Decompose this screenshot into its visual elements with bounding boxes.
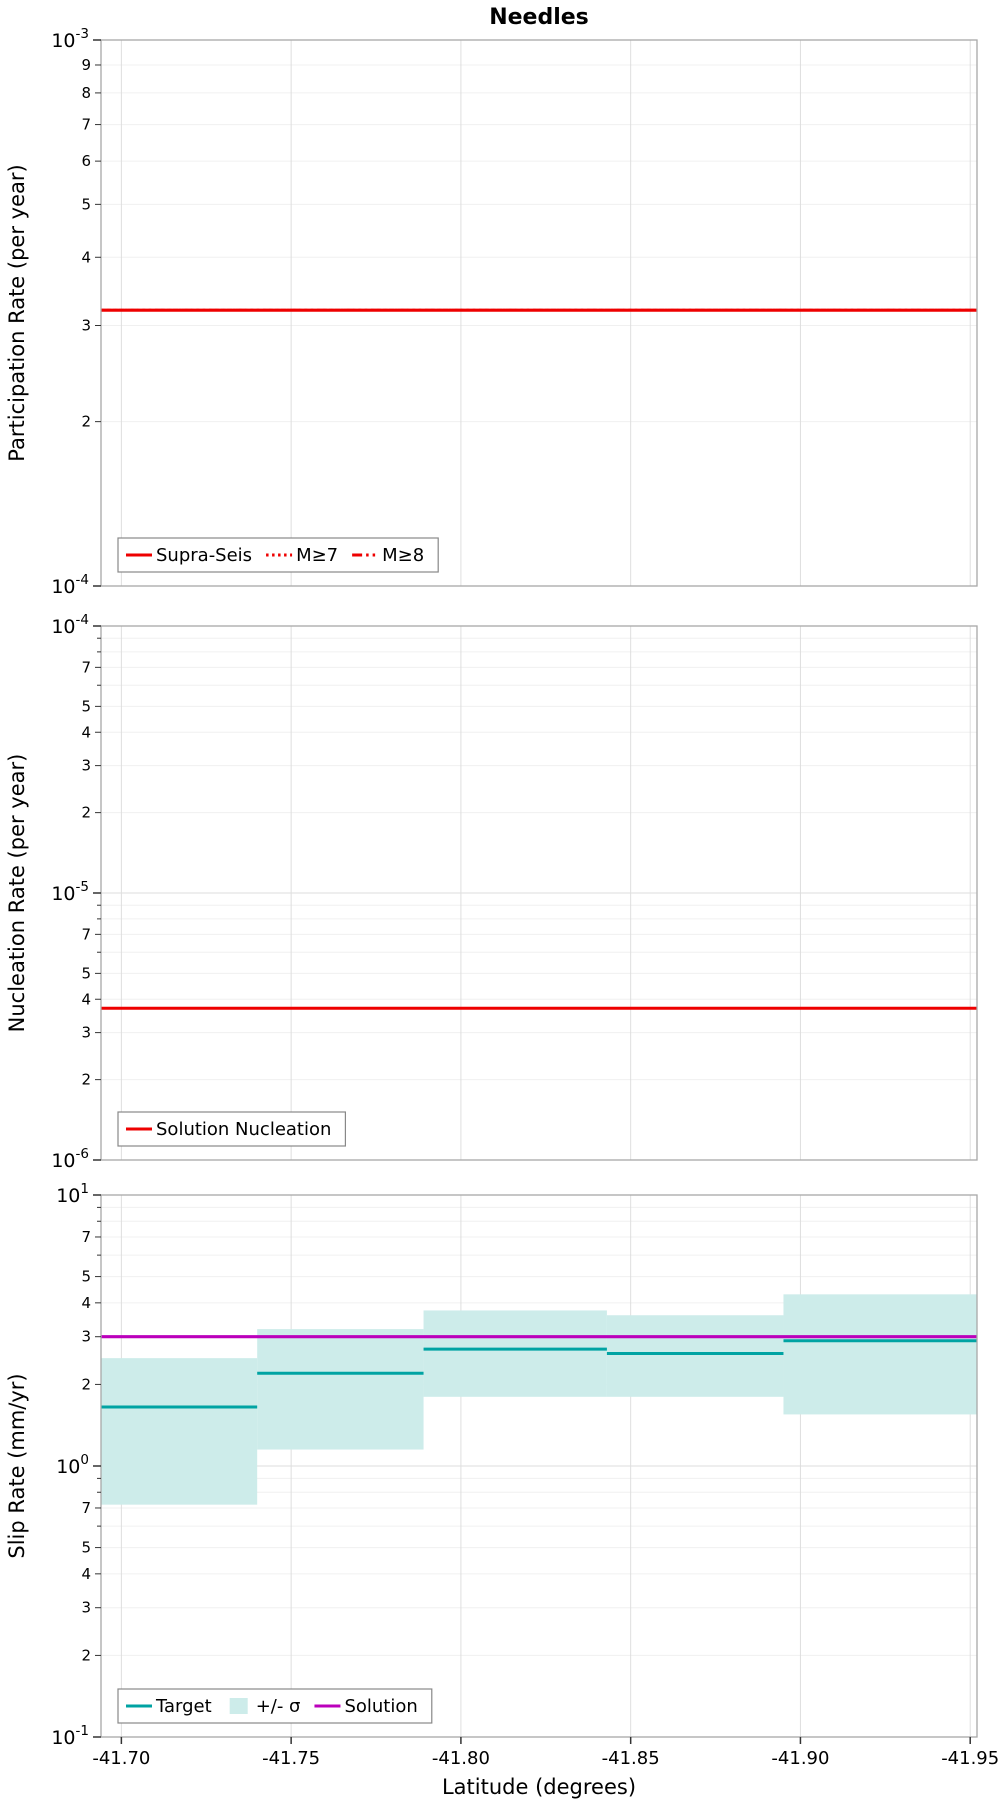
x-tick-label: -41.95 bbox=[941, 1748, 999, 1769]
y-minor-label: 5 bbox=[81, 195, 91, 213]
nucleation-rate-panel: 10-6 10-5 10-4 2 3 4 5 7 2 3 4 5 7 Nucleation Rate (p… bbox=[5, 612, 978, 1172]
y-minor-label: 4 bbox=[81, 1294, 91, 1312]
legend-label-solution-nucleation: Solution Nucleation bbox=[156, 1119, 331, 1140]
y-minor-label: 7 bbox=[81, 116, 91, 134]
plot-frame bbox=[100, 39, 978, 587]
y-axis-title: Participation Rate (per year) bbox=[5, 164, 29, 461]
legend: Solution Nucleation bbox=[117, 1111, 347, 1147]
y-decade-label: 101 bbox=[56, 1181, 89, 1207]
participation-rate-panel: 10-4 10-3 2 3 4 5 6 7 8 9 Participation Rate (per … bbox=[5, 26, 978, 598]
y-minor-label: 5 bbox=[81, 1539, 91, 1557]
y-minor-label: 6 bbox=[81, 152, 91, 170]
y-axis: 10-4 10-3 2 3 4 5 6 7 8 9 bbox=[51, 26, 101, 598]
y-minor-label: 7 bbox=[81, 1228, 91, 1246]
y-axis-title: Slip Rate (mm/yr) bbox=[5, 1373, 29, 1558]
legend-label-m-8: M≥8 bbox=[382, 545, 424, 566]
y-minor-label: 4 bbox=[81, 1565, 91, 1583]
y-minor-label: 2 bbox=[81, 804, 91, 822]
y-minor-label: 5 bbox=[81, 964, 91, 982]
x-tick-label: -41.70 bbox=[92, 1748, 150, 1769]
x-tick-label: -41.80 bbox=[432, 1748, 490, 1769]
x-axis: -41.70 -41.75 -41.80 -41.85 -41.90 -41.95 Lati… bbox=[92, 1737, 999, 1799]
y-minor-label: 5 bbox=[81, 697, 91, 715]
y-axis: 10-1 100 101 2 3 4 5 7 2 3 4 5 7 bbox=[51, 1181, 101, 1749]
y-decade-label: 10-3 bbox=[51, 26, 89, 52]
y-minor-label: 3 bbox=[81, 1599, 91, 1617]
y-minor-label: 2 bbox=[81, 1375, 91, 1393]
y-decade-label: 10-6 bbox=[51, 1146, 89, 1172]
sigma-band bbox=[423, 1310, 607, 1397]
grid bbox=[101, 40, 977, 586]
y-decade-label: 10-1 bbox=[51, 1723, 89, 1749]
y-decade-label: 10-5 bbox=[51, 879, 89, 905]
legend: Supra-Seis M≥7 M≥8 bbox=[117, 537, 439, 573]
plot-area bbox=[101, 40, 977, 586]
sigma-band bbox=[257, 1329, 424, 1450]
y-minor-label: 4 bbox=[81, 723, 91, 741]
y-decade-label: 100 bbox=[56, 1452, 89, 1478]
y-minor-label: 3 bbox=[81, 1024, 91, 1042]
sigma-band bbox=[101, 1358, 258, 1505]
legend-label-solution: Solution bbox=[344, 1696, 417, 1717]
y-minor-label: 9 bbox=[81, 56, 91, 74]
legend-label-m-7: M≥7 bbox=[296, 545, 338, 566]
x-tick-label: -41.90 bbox=[771, 1748, 829, 1769]
y-decade-label: 10-4 bbox=[51, 572, 89, 598]
sigma-band bbox=[606, 1315, 784, 1397]
x-tick-label: -41.85 bbox=[602, 1748, 660, 1769]
y-minor-label: 7 bbox=[81, 658, 91, 676]
y-minor-label: 2 bbox=[81, 413, 91, 431]
y-minor-label: 7 bbox=[81, 1499, 91, 1517]
y-minor-label: 4 bbox=[81, 248, 91, 266]
y-minor-label: 2 bbox=[81, 1646, 91, 1664]
legend-label-target: Target bbox=[155, 1696, 212, 1717]
grid bbox=[101, 626, 977, 1160]
legend-swatch-patch bbox=[229, 1698, 248, 1714]
slip-rate-panel: 10-1 100 101 2 3 4 5 7 2 3 4 5 7 Slip Rate (mm/yr) Tar… bbox=[5, 1181, 978, 1749]
y-minor-label: 4 bbox=[81, 990, 91, 1008]
sigma-band bbox=[783, 1294, 977, 1415]
y-minor-label: 8 bbox=[81, 84, 91, 102]
y-minor-label: 2 bbox=[81, 1071, 91, 1089]
legend-label-: +/- σ bbox=[256, 1696, 301, 1717]
y-minor-label: 3 bbox=[81, 757, 91, 775]
y-minor-label: 7 bbox=[81, 925, 91, 943]
chart-title: Needles bbox=[489, 5, 589, 30]
x-axis-title: Latitude (degrees) bbox=[442, 1775, 636, 1799]
y-decade-label: 10-4 bbox=[51, 612, 89, 638]
legend-label-supra-seis: Supra-Seis bbox=[156, 545, 252, 566]
y-minor-label: 3 bbox=[81, 316, 91, 334]
y-minor-label: 3 bbox=[81, 1328, 91, 1346]
y-minor-label: 5 bbox=[81, 1268, 91, 1286]
y-axis: 10-6 10-5 10-4 2 3 4 5 7 2 3 4 5 7 bbox=[51, 612, 101, 1172]
x-tick-label: -41.75 bbox=[262, 1748, 320, 1769]
legend: Target +/- σ Solution bbox=[117, 1688, 433, 1724]
y-axis-title: Nucleation Rate (per year) bbox=[5, 754, 29, 1033]
